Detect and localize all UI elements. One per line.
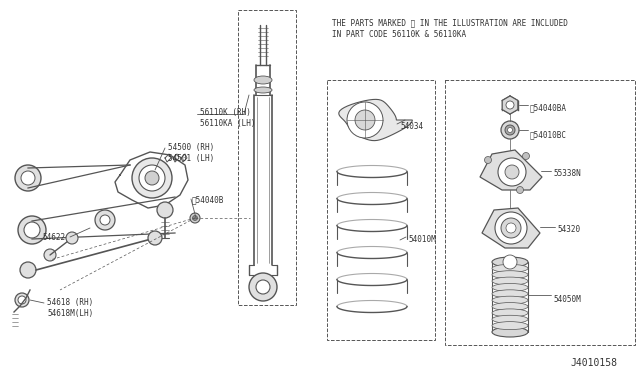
Ellipse shape xyxy=(492,302,528,311)
Bar xyxy=(238,10,296,305)
Text: 54618M(LH): 54618M(LH) xyxy=(47,309,93,318)
Ellipse shape xyxy=(492,257,528,267)
Text: 54618 (RH): 54618 (RH) xyxy=(47,298,93,307)
Ellipse shape xyxy=(492,277,528,285)
Circle shape xyxy=(522,153,529,160)
Ellipse shape xyxy=(492,290,528,298)
Circle shape xyxy=(24,222,40,238)
Circle shape xyxy=(132,158,172,198)
Circle shape xyxy=(193,215,198,221)
Circle shape xyxy=(18,296,26,304)
Circle shape xyxy=(503,255,517,269)
Bar xyxy=(445,80,635,345)
Text: THE PARTS MARKED ※ IN THE ILLUSTRATION ARE INCLUDED: THE PARTS MARKED ※ IN THE ILLUSTRATION A… xyxy=(332,18,568,27)
Ellipse shape xyxy=(492,315,528,323)
Circle shape xyxy=(506,101,514,109)
Circle shape xyxy=(139,165,165,191)
Circle shape xyxy=(157,202,173,218)
Ellipse shape xyxy=(492,322,528,330)
Circle shape xyxy=(355,110,375,130)
Circle shape xyxy=(249,273,277,301)
Circle shape xyxy=(145,171,159,185)
Circle shape xyxy=(505,125,515,135)
Circle shape xyxy=(501,121,519,139)
Text: 54050M: 54050M xyxy=(553,295,580,304)
Ellipse shape xyxy=(492,327,528,337)
Ellipse shape xyxy=(492,309,528,317)
Circle shape xyxy=(484,157,492,164)
Text: 56110KA (LH): 56110KA (LH) xyxy=(200,119,255,128)
Text: 54501 (LH): 54501 (LH) xyxy=(168,154,214,163)
Text: ※54010BC: ※54010BC xyxy=(530,130,567,139)
Polygon shape xyxy=(502,96,518,114)
Ellipse shape xyxy=(492,296,528,304)
Circle shape xyxy=(505,165,519,179)
Circle shape xyxy=(506,223,516,233)
Text: 56110K (RH): 56110K (RH) xyxy=(200,108,251,117)
Ellipse shape xyxy=(254,76,272,84)
Text: IN PART CODE 56110K & 56110KA: IN PART CODE 56110K & 56110KA xyxy=(332,30,466,39)
Ellipse shape xyxy=(254,87,272,93)
Circle shape xyxy=(508,128,513,132)
Circle shape xyxy=(18,216,46,244)
Circle shape xyxy=(495,212,527,244)
Text: ※54040B: ※54040B xyxy=(192,195,225,204)
Circle shape xyxy=(21,171,35,185)
Circle shape xyxy=(516,186,524,193)
Polygon shape xyxy=(480,150,542,190)
Polygon shape xyxy=(339,99,412,141)
Circle shape xyxy=(148,231,162,245)
Circle shape xyxy=(95,210,115,230)
Ellipse shape xyxy=(492,283,528,291)
Circle shape xyxy=(190,213,200,223)
Circle shape xyxy=(100,215,110,225)
Circle shape xyxy=(66,232,78,244)
Text: ※54040BA: ※54040BA xyxy=(530,103,567,112)
Circle shape xyxy=(498,158,526,186)
Bar xyxy=(327,80,435,340)
Text: 54500 (RH): 54500 (RH) xyxy=(168,143,214,152)
Ellipse shape xyxy=(492,264,528,272)
Circle shape xyxy=(20,262,36,278)
Circle shape xyxy=(15,293,29,307)
Ellipse shape xyxy=(492,271,528,279)
Text: 54034: 54034 xyxy=(400,122,423,131)
Circle shape xyxy=(501,218,521,238)
Circle shape xyxy=(44,249,56,261)
Polygon shape xyxy=(482,208,540,248)
Text: J4010158: J4010158 xyxy=(570,358,617,368)
Text: 54320: 54320 xyxy=(557,225,580,234)
Circle shape xyxy=(256,280,270,294)
Text: 55338N: 55338N xyxy=(553,169,580,178)
Circle shape xyxy=(347,102,383,138)
Text: 54010M: 54010M xyxy=(408,235,436,244)
Text: 54622: 54622 xyxy=(42,233,65,242)
Circle shape xyxy=(15,165,41,191)
